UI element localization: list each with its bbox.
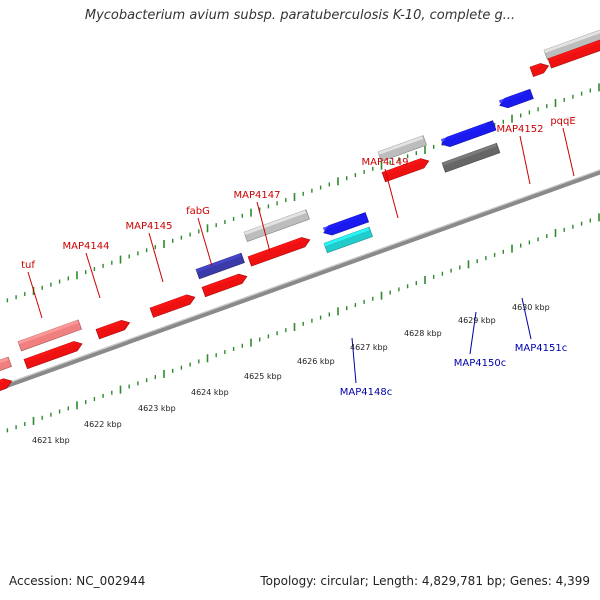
scale-label: 4624 kbp xyxy=(191,388,229,397)
gene-arrow xyxy=(498,88,534,109)
gene-label-map4147: MAP4147 xyxy=(234,190,281,201)
gene-label-map4151c: MAP4151c xyxy=(515,343,567,354)
gene-arrow-shine xyxy=(498,91,525,104)
gene-bar xyxy=(441,142,501,173)
callout-line xyxy=(85,252,101,299)
gene-bar-shine xyxy=(378,136,424,155)
gene-label-map4148c: MAP4148c xyxy=(340,387,392,398)
gene-arrow-shine xyxy=(382,158,422,175)
gene-label-map4152: MAP4152 xyxy=(497,124,544,135)
gene-arrow-body xyxy=(201,273,248,298)
gene-bar-body xyxy=(195,252,245,280)
scale-label: 4628 kbp xyxy=(404,329,442,338)
gene-arrow xyxy=(247,237,311,267)
scale-label: 4626 kbp xyxy=(297,357,335,366)
gene-bar-body xyxy=(441,142,501,173)
callout-line xyxy=(197,217,213,267)
gene-arrow xyxy=(547,38,600,69)
gene-arrow xyxy=(322,212,370,236)
gene-arrow-body xyxy=(547,38,600,69)
gene-label-map4144: MAP4144 xyxy=(63,241,110,252)
gene-arrow xyxy=(0,378,13,397)
gene-labels: tuf MAP4144 MAP4145 fabG MAP4147 MAP4149 MAP41… xyxy=(21,116,576,398)
callout-line xyxy=(351,337,357,384)
gene-arrow-shine xyxy=(24,341,75,362)
tuf-gene-bar-shine xyxy=(18,320,79,345)
accession-text: Accession: NC_002944 xyxy=(9,574,146,588)
callout-line xyxy=(562,127,575,177)
gene-arrow xyxy=(440,120,497,147)
callout-line xyxy=(521,297,532,340)
callout-line xyxy=(384,168,399,219)
gene-bar-shine xyxy=(244,210,307,235)
gene-arrow xyxy=(23,341,83,370)
scale-label: 4623 kbp xyxy=(138,404,176,413)
callout-line xyxy=(469,311,477,355)
genome-backbone xyxy=(0,169,600,391)
scale-label: 4630 kbp xyxy=(512,303,550,312)
gene-bar xyxy=(0,356,12,377)
scale-labels: 4621 kbp 4622 kbp 4623 kbp 4624 kbp 4625 kbp… xyxy=(32,303,550,445)
gene-label-pqqe: pqqE xyxy=(550,116,575,127)
genome-summary-text: Topology: circular; Length: 4,829,781 bp… xyxy=(260,574,590,588)
gene-arrow-body xyxy=(499,88,534,109)
gene-arrow-shine xyxy=(202,274,240,290)
gene-label-map4145: MAP4145 xyxy=(126,221,173,232)
gene-label-tuf: tuf xyxy=(21,260,35,271)
gene-arrow-shine xyxy=(150,294,188,311)
gene-arrow-body xyxy=(149,294,196,318)
gene-label-map4150c: MAP4150c xyxy=(454,358,506,369)
gene-label-fabg: fabG xyxy=(186,206,210,217)
map-title: Mycobacterium avium subsp. paratuberculo… xyxy=(84,8,516,23)
scale-label: 4629 kbp xyxy=(458,316,496,325)
backbone-line xyxy=(0,169,600,391)
gene-bar-shine xyxy=(442,143,497,166)
gene-bar-shine xyxy=(196,253,242,273)
gene-arrow-shine xyxy=(248,237,303,260)
gene-bar-shine xyxy=(324,227,370,247)
scale-label: 4621 kbp xyxy=(32,436,70,445)
gene-arrow-body xyxy=(441,120,497,147)
gene-arrow-body xyxy=(247,237,311,267)
gene-bar xyxy=(377,135,427,162)
callout-line xyxy=(27,271,43,319)
gene-arrow-shine xyxy=(322,214,360,231)
gene-bar xyxy=(243,209,310,242)
backbone-highlight xyxy=(0,169,600,387)
callout-line xyxy=(148,232,164,283)
scale-label: 4627 kbp xyxy=(350,343,388,352)
gene-arrow xyxy=(149,294,196,318)
callout-line xyxy=(256,201,271,253)
gene-arrow-body xyxy=(381,158,430,183)
tuf-gene-bar xyxy=(17,319,82,352)
gene-arrow xyxy=(529,63,550,77)
gene-arrow-shine xyxy=(530,63,542,70)
gene-arrow-shine xyxy=(96,320,123,332)
callout-line xyxy=(519,135,531,185)
gene-arrow xyxy=(95,319,131,340)
gene-arrow-shine xyxy=(440,123,488,143)
gene-bar xyxy=(195,252,245,280)
gene-bar xyxy=(543,30,600,60)
gene-bar-body xyxy=(0,356,12,377)
gene-arrow-shine xyxy=(548,38,600,62)
tick-marks xyxy=(6,83,600,433)
scale-label: 4622 kbp xyxy=(84,420,122,429)
gene-label-map4149: MAP4149 xyxy=(362,157,409,168)
scale-label: 4625 kbp xyxy=(244,372,282,381)
gene-arrow-body xyxy=(0,378,13,397)
gene-bar-shine xyxy=(544,30,600,53)
gene-features xyxy=(0,30,600,397)
gene-arrow xyxy=(201,273,248,298)
gene-bar xyxy=(323,226,373,254)
gene-arrow xyxy=(381,158,430,183)
gene-bar-shine xyxy=(0,357,9,371)
gene-arrow-body xyxy=(23,341,83,370)
